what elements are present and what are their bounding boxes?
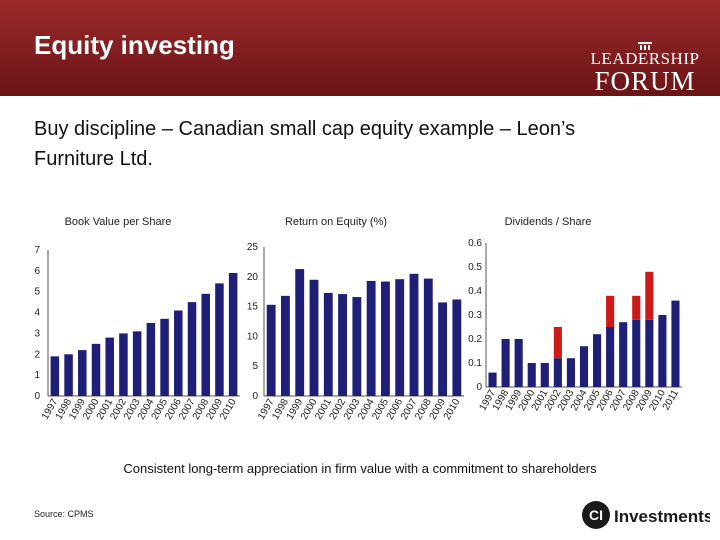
bar: [309, 279, 319, 396]
bar-regular-dividend: [593, 334, 602, 387]
bar-regular-dividend: [606, 327, 615, 387]
slide-subtitle: Buy discipline – Canadian small cap equi…: [34, 118, 576, 170]
logo-line-1: LEADERSHIP: [590, 49, 700, 68]
bar-regular-dividend: [553, 358, 562, 387]
bar-regular-dividend: [540, 363, 549, 387]
bar: [187, 302, 197, 396]
roe-chart: Return on Equity (%)05101520251997199819…: [247, 216, 464, 422]
bar: [64, 354, 73, 396]
bar-regular-dividend: [579, 346, 589, 387]
y-tick-label: 5: [34, 287, 40, 298]
y-tick-label: 0: [252, 391, 258, 402]
y-tick-label: 0.6: [468, 238, 482, 249]
bar-regular-dividend: [527, 363, 536, 387]
bar-regular-dividend: [514, 339, 523, 387]
bar-special-dividend: [606, 295, 615, 327]
y-tick-label: 10: [247, 331, 259, 342]
x-tick-label: 2010: [442, 397, 463, 422]
bar-regular-dividend: [671, 300, 680, 387]
bar: [409, 273, 419, 396]
bar: [295, 269, 305, 396]
bar: [323, 292, 333, 396]
book-value-chart: Book Value per Share01234567199719981999…: [34, 216, 240, 422]
bar: [338, 294, 347, 396]
bar: [91, 343, 101, 396]
y-tick-label: 0: [476, 382, 482, 393]
ci-logo-icon: CI Investments: [582, 501, 713, 529]
ci-logo-text: Investments: [614, 507, 710, 526]
bar: [452, 299, 462, 396]
y-tick-label: 0.4: [468, 286, 482, 297]
bar: [132, 331, 142, 396]
y-tick-label: 5: [252, 361, 258, 372]
ci-investments-logo: CI Investments: [580, 497, 713, 533]
y-tick-label: 20: [247, 272, 259, 283]
bar: [228, 272, 238, 396]
chart-title: Book Value per Share: [65, 216, 172, 228]
bar-regular-dividend: [501, 339, 510, 387]
y-tick-label: 1: [34, 370, 40, 381]
y-tick-label: 0.1: [468, 358, 482, 369]
bar: [50, 356, 60, 396]
bar: [105, 337, 114, 396]
page-title: Equity investing: [34, 30, 235, 60]
chart-title: Return on Equity (%): [285, 216, 387, 228]
bar: [381, 281, 390, 396]
svg-text:CI: CI: [589, 507, 603, 523]
bar: [160, 318, 169, 396]
bar: [438, 302, 447, 396]
header-background: [0, 0, 720, 96]
bar: [174, 310, 183, 396]
bar: [366, 280, 376, 396]
y-tick-label: 0.5: [468, 262, 482, 273]
bar: [146, 323, 156, 396]
y-tick-label: 3: [34, 328, 40, 339]
y-tick-label: 0.3: [468, 310, 482, 321]
y-tick-label: 15: [247, 302, 259, 313]
bar: [215, 283, 224, 396]
y-tick-label: 7: [34, 245, 40, 256]
y-tick-label: 6: [34, 266, 40, 277]
bar: [119, 333, 128, 396]
chart-caption: Consistent long-term appreciation in fir…: [123, 461, 597, 476]
y-tick-label: 25: [247, 242, 259, 253]
bar-regular-dividend: [632, 319, 641, 387]
y-tick-label: 2: [34, 349, 40, 360]
bar-regular-dividend: [488, 372, 497, 387]
logo-line-2: FORUM: [594, 66, 696, 96]
bar-regular-dividend: [619, 322, 628, 387]
charts-area: Book Value per Share01234567199719981999…: [34, 216, 682, 422]
leadership-forum-logo: LEADERSHIP FORUM: [590, 42, 700, 95]
y-tick-label: 0.2: [468, 334, 482, 345]
y-tick-label: 4: [34, 308, 40, 319]
bar: [395, 279, 405, 396]
bar-special-dividend: [553, 327, 562, 359]
y-tick-label: 0: [34, 391, 40, 402]
bar: [266, 304, 276, 396]
dividends-chart: Dividends / Share00.10.20.30.40.50.61997…: [468, 216, 682, 413]
bar: [352, 297, 362, 396]
source-note: Source: CPMS: [34, 509, 94, 519]
bar: [78, 350, 87, 396]
pillar-icon: [638, 42, 652, 50]
bar-regular-dividend: [658, 315, 667, 387]
bar: [281, 295, 290, 396]
bar-regular-dividend: [566, 358, 575, 387]
chart-title: Dividends / Share: [505, 216, 592, 228]
header-bar: Equity investing LEADERSHIP FORUM: [0, 0, 720, 96]
bar: [423, 278, 433, 396]
bar-special-dividend: [645, 271, 654, 320]
bar: [201, 293, 210, 396]
bar-special-dividend: [632, 295, 641, 320]
bar-regular-dividend: [645, 319, 654, 387]
